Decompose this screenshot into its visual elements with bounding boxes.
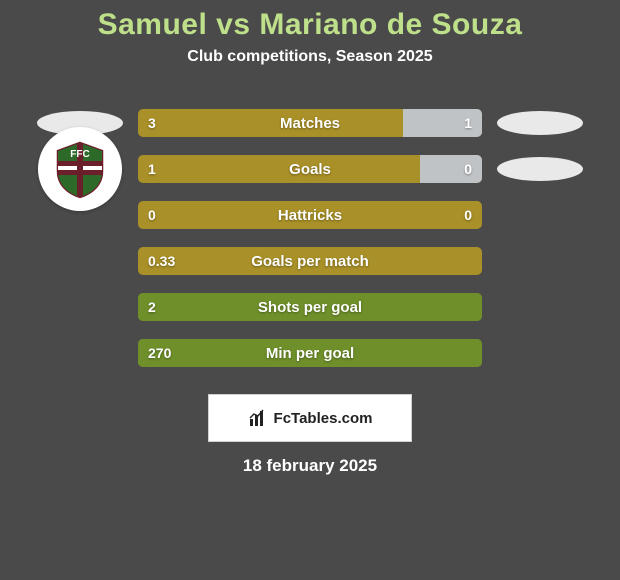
watermark-text: FcTables.com bbox=[274, 410, 373, 427]
stat-label: Matches bbox=[138, 109, 482, 137]
right-side-slot bbox=[496, 157, 584, 181]
subtitle: Club competitions, Season 2025 bbox=[0, 48, 620, 66]
stat-row: 0.33Goals per match bbox=[0, 238, 620, 284]
page-title: Samuel vs Mariano de Souza bbox=[0, 8, 620, 42]
date-label: 18 february 2025 bbox=[0, 456, 620, 476]
stat-label: Hattricks bbox=[138, 201, 482, 229]
stat-bar: 0.33Goals per match bbox=[138, 247, 482, 275]
player-placeholder-ellipse bbox=[497, 111, 583, 135]
left-side-slot: FFC bbox=[36, 127, 124, 211]
stat-bar: 00Hattricks bbox=[138, 201, 482, 229]
club-badge: FFC bbox=[38, 127, 122, 211]
stat-label: Goals per match bbox=[138, 247, 482, 275]
stat-row: 270Min per goal bbox=[0, 330, 620, 376]
stat-label: Min per goal bbox=[138, 339, 482, 367]
chart-icon bbox=[248, 408, 268, 428]
stat-row: 2Shots per goal bbox=[0, 284, 620, 330]
stat-bar: 270Min per goal bbox=[138, 339, 482, 367]
comparison-card: Samuel vs Mariano de Souza Club competit… bbox=[0, 0, 620, 580]
stat-label: Shots per goal bbox=[138, 293, 482, 321]
stat-bar: 10Goals bbox=[138, 155, 482, 183]
stat-bar: 2Shots per goal bbox=[138, 293, 482, 321]
stat-label: Goals bbox=[138, 155, 482, 183]
stats-rows: 31Matches FFC 10Goals 00Hattricks 0.33Goal… bbox=[0, 100, 620, 376]
svg-text:FFC: FFC bbox=[70, 149, 89, 160]
stat-bar: 31Matches bbox=[138, 109, 482, 137]
player-placeholder-ellipse bbox=[497, 157, 583, 181]
watermark: FcTables.com bbox=[208, 394, 412, 442]
right-side-slot bbox=[496, 111, 584, 135]
stat-row: FFC 10Goals bbox=[0, 146, 620, 192]
